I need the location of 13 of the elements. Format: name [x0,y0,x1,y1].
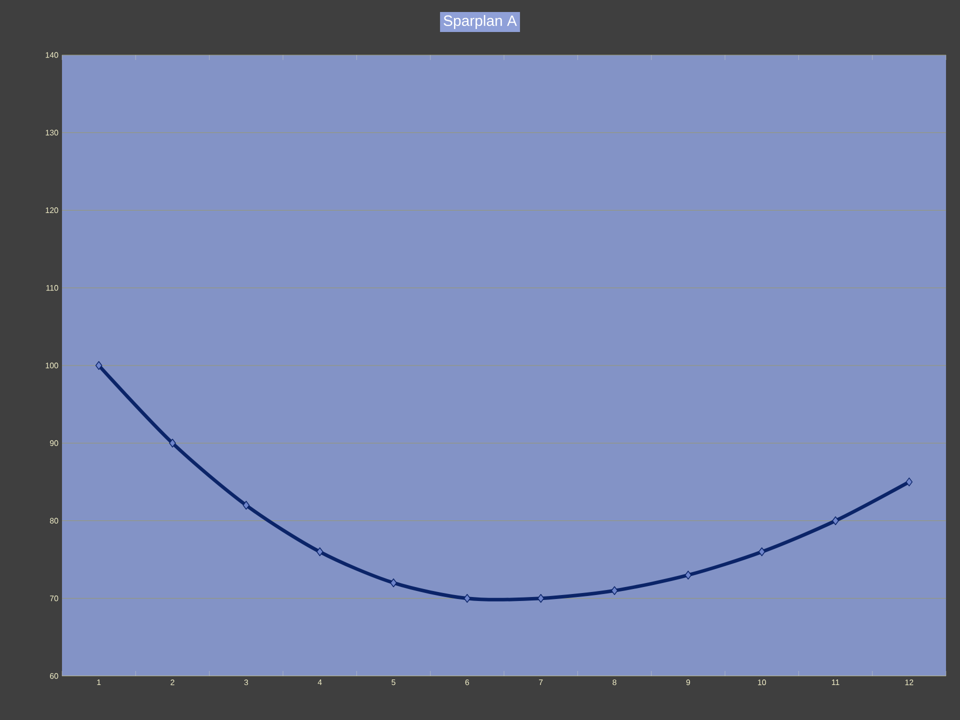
point [169,438,176,448]
point [758,547,766,556]
chart-title: Sparplan A [444,15,517,29]
point [906,478,913,486]
point [390,578,397,588]
point [316,547,324,556]
point [832,516,839,526]
point [95,361,102,370]
point [684,570,692,580]
point [464,594,471,603]
point [242,500,250,510]
point [537,594,544,603]
point [611,586,618,596]
